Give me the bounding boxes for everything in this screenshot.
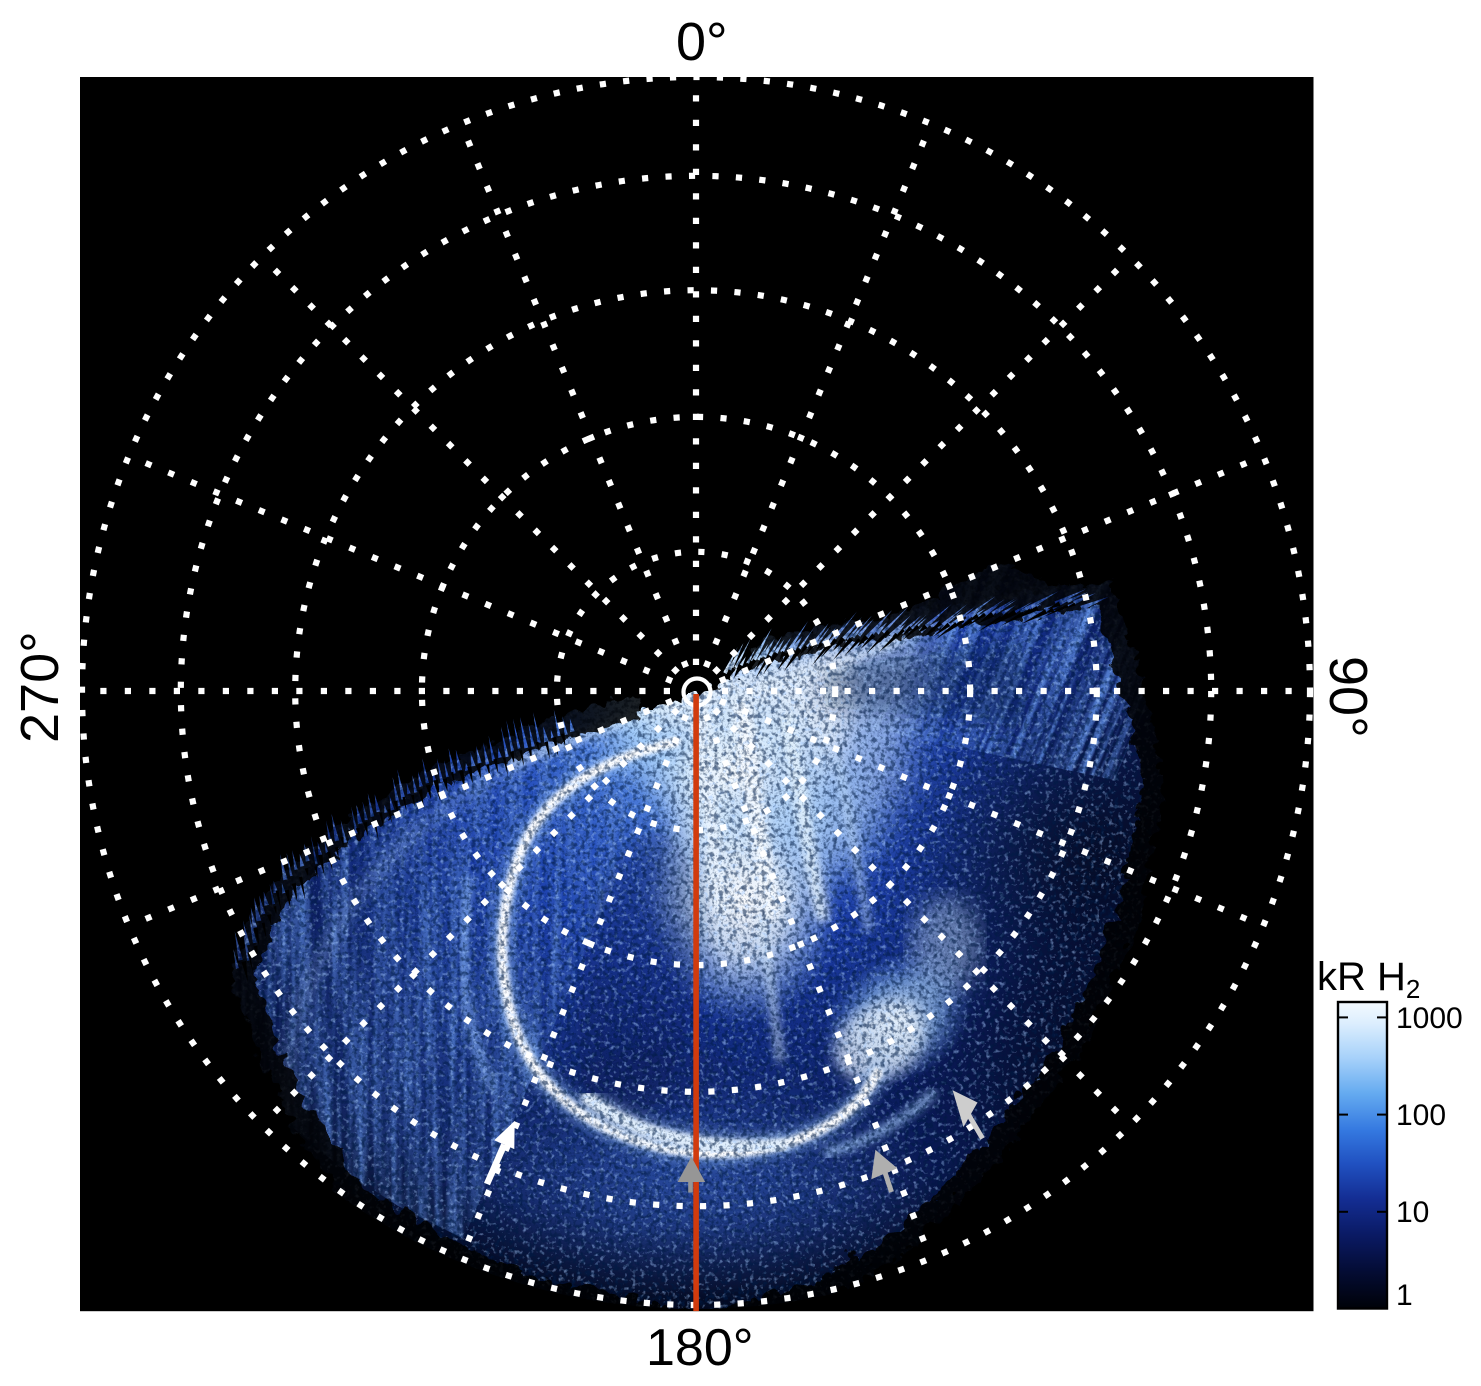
svg-text:kR H2: kR H2 (1317, 955, 1420, 1004)
svg-text:1: 1 (1396, 1279, 1413, 1312)
svg-text:90°: 90° (1318, 656, 1378, 738)
svg-text:10: 10 (1396, 1196, 1429, 1229)
svg-text:1000: 1000 (1396, 1002, 1463, 1035)
svg-text:0°: 0° (676, 12, 728, 72)
svg-text:100: 100 (1396, 1099, 1446, 1132)
svg-text:180°: 180° (646, 1319, 754, 1377)
svg-text:270°: 270° (10, 631, 70, 743)
